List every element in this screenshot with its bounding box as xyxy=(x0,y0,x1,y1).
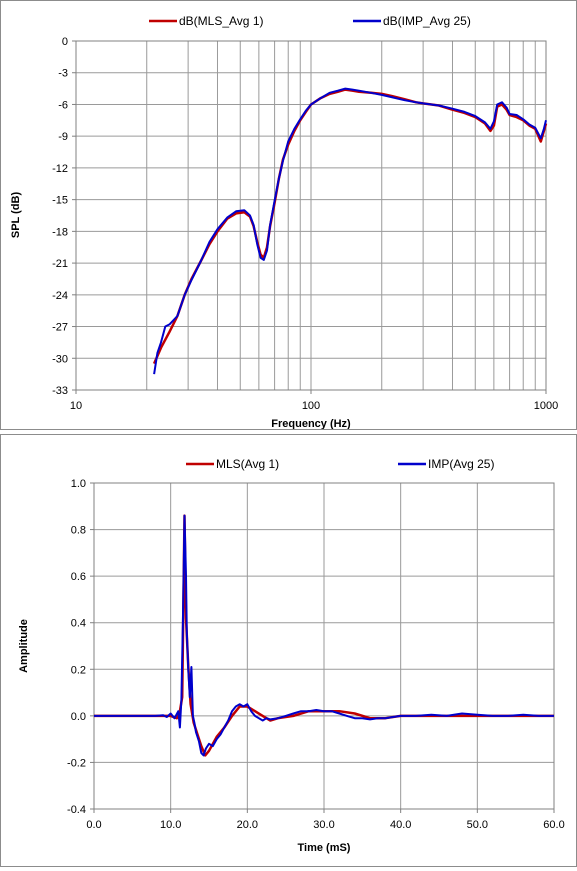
y-axis-title: Amplitude xyxy=(18,619,30,673)
y-tick-label: -24 xyxy=(52,290,68,302)
impulse-response-chart-panel: 1.0 0.8 0.6 0.4 0.2 0.0 -0.2 -0.4 0.0 10.0 20.0 30.… xyxy=(0,434,577,867)
x-tick-label: 10 xyxy=(70,400,82,412)
x-tick-label: 0.0 xyxy=(86,819,101,831)
frequency-response-chart-panel: 0 -3 -6 -9 -12 -15 -18 -21 -24 -27 -30 -33 10 100 1000… xyxy=(0,0,577,430)
y-tick-label: -6 xyxy=(58,99,68,111)
y-tick-label: -3 xyxy=(58,68,68,80)
legend-label-0: MLS(Avg 1) xyxy=(216,457,279,471)
legend-label-1: IMP(Avg 25) xyxy=(428,457,494,471)
legend-label-0: dB(MLS_Avg 1) xyxy=(179,14,264,28)
x-axis-title: Frequency (Hz) xyxy=(271,418,351,429)
x-tick-label: 30.0 xyxy=(313,819,334,831)
y-axis-title: SPL (dB) xyxy=(10,192,22,239)
y-tick-label: -0.4 xyxy=(67,804,86,816)
plot-frame xyxy=(75,40,547,391)
y-tick-label: -12 xyxy=(52,163,68,175)
x-axis-title: Time (mS) xyxy=(298,842,351,854)
y-tick-label: -0.2 xyxy=(67,757,86,769)
y-tick-label: 0 xyxy=(62,36,68,48)
y-tick-label: -33 xyxy=(52,385,68,397)
series-line-1 xyxy=(153,87,547,375)
y-tick-label: -27 xyxy=(52,322,68,334)
x-tick-label: 50.0 xyxy=(467,819,488,831)
y-tick-label: 0.0 xyxy=(71,711,86,723)
y-tick-label: -18 xyxy=(52,226,68,238)
y-tick-label: 0.8 xyxy=(71,525,86,537)
plot-frame xyxy=(93,482,555,810)
y-tick-label: 0.2 xyxy=(71,664,86,676)
x-tick-label: 60.0 xyxy=(543,819,564,831)
y-tick-label: 0.4 xyxy=(71,618,86,630)
y-tick-label: -30 xyxy=(52,353,68,365)
x-tick-label: 20.0 xyxy=(237,819,258,831)
x-tick-label: 10.0 xyxy=(160,819,181,831)
y-tick-label: -21 xyxy=(52,258,68,270)
x-tick-label: 100 xyxy=(302,400,320,412)
legend-label-1: dB(IMP_Avg 25) xyxy=(383,14,471,28)
y-tick-label: 0.6 xyxy=(71,571,86,583)
impulse-response-chart: 1.00.80.60.40.20.0-0.2-0.40.0 10.0 20.0 30.… xyxy=(18,457,565,854)
y-tick-label: 1.0 xyxy=(71,478,86,490)
y-tick-label: -15 xyxy=(52,195,68,207)
x-tick-label: 1000 xyxy=(534,400,558,412)
series-line-1 xyxy=(94,514,554,757)
x-tick-label: 40.0 xyxy=(390,819,411,831)
y-tick-label: -9 xyxy=(58,131,68,143)
